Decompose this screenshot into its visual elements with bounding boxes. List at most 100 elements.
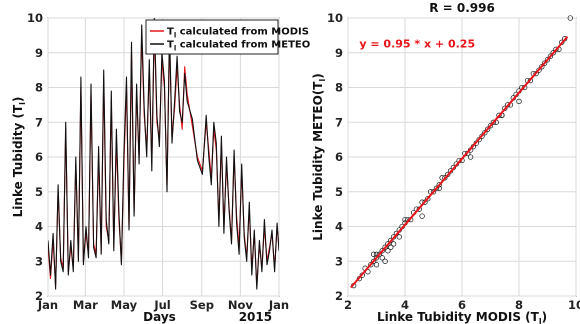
scatter-point: [484, 126, 491, 132]
scatter-point: [544, 57, 551, 63]
right-y-tick-label: 10: [327, 11, 343, 25]
right-y-tick-label: 5: [335, 185, 343, 199]
left-x-tick-label: Nov: [228, 298, 254, 312]
fit-line: [350, 35, 569, 289]
left-y-axis-label: Linke Tubidity (Tl): [11, 97, 27, 218]
scatter-point: [379, 255, 385, 261]
right-x-axis-label: Linke Tubidity MODIS (Tl): [377, 310, 547, 324]
scatter-point: [402, 216, 408, 223]
left-y-tick-label: 9: [35, 46, 43, 60]
right-y-tick-label: 6: [335, 150, 343, 164]
right-y-tick-label: 4: [335, 220, 343, 234]
scatter-point: [370, 251, 377, 257]
legend-entry-modis-rest: calculated from MODIS: [176, 27, 309, 38]
left-y-axis-label-sub: l: [18, 102, 27, 105]
legend-entry-modis-main: T: [167, 27, 174, 38]
scatter-point: [567, 15, 573, 21]
scatter-point: [379, 248, 385, 254]
scatter-point: [533, 70, 539, 77]
scatter-point: [487, 123, 494, 129]
left-x-tick-label: Jan: [37, 298, 58, 312]
scatter-point: [541, 60, 548, 66]
left-series-lines: [48, 18, 279, 290]
legend-entry-meteo-rest: calculated from METEO: [176, 40, 310, 51]
left-x-tick-label: Jan: [268, 298, 289, 312]
scatter-point: [476, 136, 482, 143]
right-x-tick-label: 10: [568, 298, 580, 312]
legend-entry-modis-sub: l: [174, 32, 176, 40]
right-x-axis-label-end: ): [542, 310, 547, 324]
scatter-point: [436, 182, 442, 188]
right-y-tick-label: 9: [335, 46, 343, 60]
scatter-point: [467, 154, 474, 160]
right-x-tick-label: 2: [344, 298, 352, 312]
scatter-point: [516, 98, 522, 105]
scatter-point: [370, 258, 377, 264]
scatter-point: [547, 53, 554, 59]
scatter-point: [376, 251, 383, 257]
scatter-point: [388, 244, 394, 250]
left-x-tick-label: May: [111, 298, 138, 312]
legend-entry-modis: Tl calculated from MODIS: [167, 27, 309, 40]
scatter-point: [373, 262, 380, 268]
scatter-point: [536, 67, 542, 73]
right-chart-title: R = 0.996: [429, 1, 495, 15]
scatter-point: [425, 196, 431, 202]
left-y-tick-label: 7: [35, 115, 43, 129]
right-y-axis-label-main: Linke Tubidity METEO(T: [311, 81, 325, 241]
scatter-point: [482, 130, 488, 136]
left-tick-labels: 2 3 4 5 6 7 8 9 10 Jan Mar May Jul Sep Nov Jan: [27, 11, 289, 312]
legend-entry-meteo-main: T: [167, 40, 174, 51]
left-year-label: 2015: [239, 310, 272, 324]
scatter-point: [385, 248, 391, 254]
legend-entry-meteo: Tl calculated from METEO: [167, 40, 310, 53]
scatter-point: [550, 50, 556, 56]
left-y-axis-label-main: Linke Tubidity (T: [11, 104, 25, 217]
scatter-point: [368, 262, 374, 268]
legend-entry-meteo-sub: l: [174, 45, 176, 53]
right-tick-labels: 2 3 4 5 6 7 8 9 10 2 4 6 8 10: [327, 11, 580, 312]
scatter-point: [422, 199, 428, 205]
right-y-axis-label: Linke Tubidity METEO(Tl): [311, 73, 327, 240]
scatter-point: [382, 244, 388, 250]
scatter-point: [390, 241, 397, 247]
left-y-tick-label: 8: [35, 81, 43, 95]
scatter-point: [496, 112, 502, 118]
right-y-tick-label: 7: [335, 115, 343, 129]
series-line-meteo: [48, 18, 279, 290]
right-x-tick-label: 4: [401, 298, 409, 312]
left-x-tick-label: Jul: [153, 298, 170, 312]
right-y-axis-label-sub: l: [318, 79, 327, 82]
scatter-point: [490, 119, 497, 125]
scatter-point: [373, 255, 380, 261]
scatter-point: [479, 133, 485, 139]
right-y-axis-label-end: ): [311, 73, 325, 78]
scatter-point: [433, 185, 440, 191]
right-y-tick-label: 8: [335, 81, 343, 95]
scatter-point: [539, 64, 545, 70]
left-y-tick-label: 4: [35, 220, 43, 234]
left-y-tick-label: 5: [35, 185, 43, 199]
right-y-tick-label: 2: [335, 289, 343, 303]
right-chart: 2 3 4 5 6 7 8 9 10 2 4 6 8 10 R = 0.996 y = 0.95 * x …: [311, 1, 580, 324]
scatter-point: [396, 234, 402, 240]
left-y-tick-label: 10: [27, 11, 43, 25]
left-chart: 2 3 4 5 6 7 8 9 10 Jan Mar May Jul Sep Nov Jan Days 201…: [11, 11, 310, 324]
left-y-axis-label-end: ): [11, 97, 25, 102]
scatter-point: [382, 258, 388, 264]
scatter-point: [430, 189, 437, 195]
left-y-tick-label: 6: [35, 150, 43, 164]
left-legend: Tl calculated from MODIS Tl calculated f…: [145, 19, 310, 55]
scatter-point: [442, 175, 448, 181]
right-grid: [347, 17, 577, 297]
left-y-tick-label: 3: [35, 254, 43, 268]
left-y-tick-label: 2: [35, 289, 43, 303]
left-x-tick-label: Mar: [73, 298, 98, 312]
legend-box: [145, 19, 279, 55]
right-x-tick-label: 6: [458, 298, 466, 312]
scatter-point: [553, 46, 559, 52]
right-y-tick-label: 3: [335, 254, 343, 268]
left-x-axis-label: Days: [143, 310, 176, 324]
scatter-point: [419, 213, 425, 219]
